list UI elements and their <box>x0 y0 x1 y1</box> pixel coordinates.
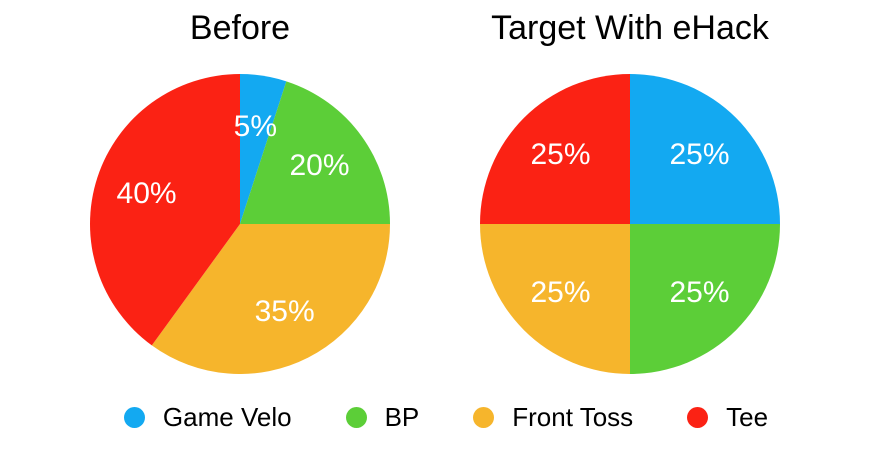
target-chart-title: Target With eHack <box>491 9 769 47</box>
slice-label: 35% <box>254 294 315 328</box>
target-chart: Target With eHack 25% 25% 25% 25% <box>480 0 780 380</box>
pie-slice-game-velo <box>630 74 780 224</box>
legend-swatch-icon <box>345 406 367 428</box>
pie-slice-bp <box>240 81 390 224</box>
slice-label: 40% <box>116 176 177 210</box>
pie-slice-tee <box>480 74 630 224</box>
pie-slice-game-velo <box>240 74 287 224</box>
slice-label: 25% <box>669 137 730 171</box>
before-chart: Before 5% 20% 35% 40% <box>90 0 390 380</box>
legend-swatch-icon <box>123 406 145 428</box>
legend-item-bp: BP <box>345 402 420 432</box>
pie-svg <box>480 74 780 374</box>
legend-swatch-icon <box>473 406 495 428</box>
pie-slice-front-toss <box>151 224 390 374</box>
pie-slice-tee <box>90 74 241 346</box>
legend-item-game-velo: Game Velo <box>123 402 292 432</box>
target-pie: 25% 25% 25% 25% <box>480 74 780 374</box>
legend-swatch-icon <box>687 406 709 428</box>
slice-label: 25% <box>669 276 730 310</box>
before-chart-title: Before <box>189 9 291 47</box>
legend-label: Tee <box>726 402 769 432</box>
pie-slice-bp <box>630 224 780 374</box>
legend-item-front-toss: Front Toss <box>473 404 633 430</box>
pie-slice-front-toss <box>480 224 630 374</box>
legend-label: BP <box>384 402 420 432</box>
legend-item-tee: Tee <box>687 404 768 430</box>
slice-label: 5% <box>233 109 278 143</box>
slice-label: 25% <box>530 137 591 171</box>
pie-svg <box>90 74 390 374</box>
slice-label: 25% <box>530 276 591 310</box>
slice-label: 20% <box>289 149 350 183</box>
before-pie: 5% 20% 35% 40% <box>90 74 390 374</box>
legend: Game Velo BP Front Toss Tee <box>0 404 892 430</box>
legend-label: Front Toss <box>512 402 634 432</box>
legend-label: Game Velo <box>162 402 292 432</box>
